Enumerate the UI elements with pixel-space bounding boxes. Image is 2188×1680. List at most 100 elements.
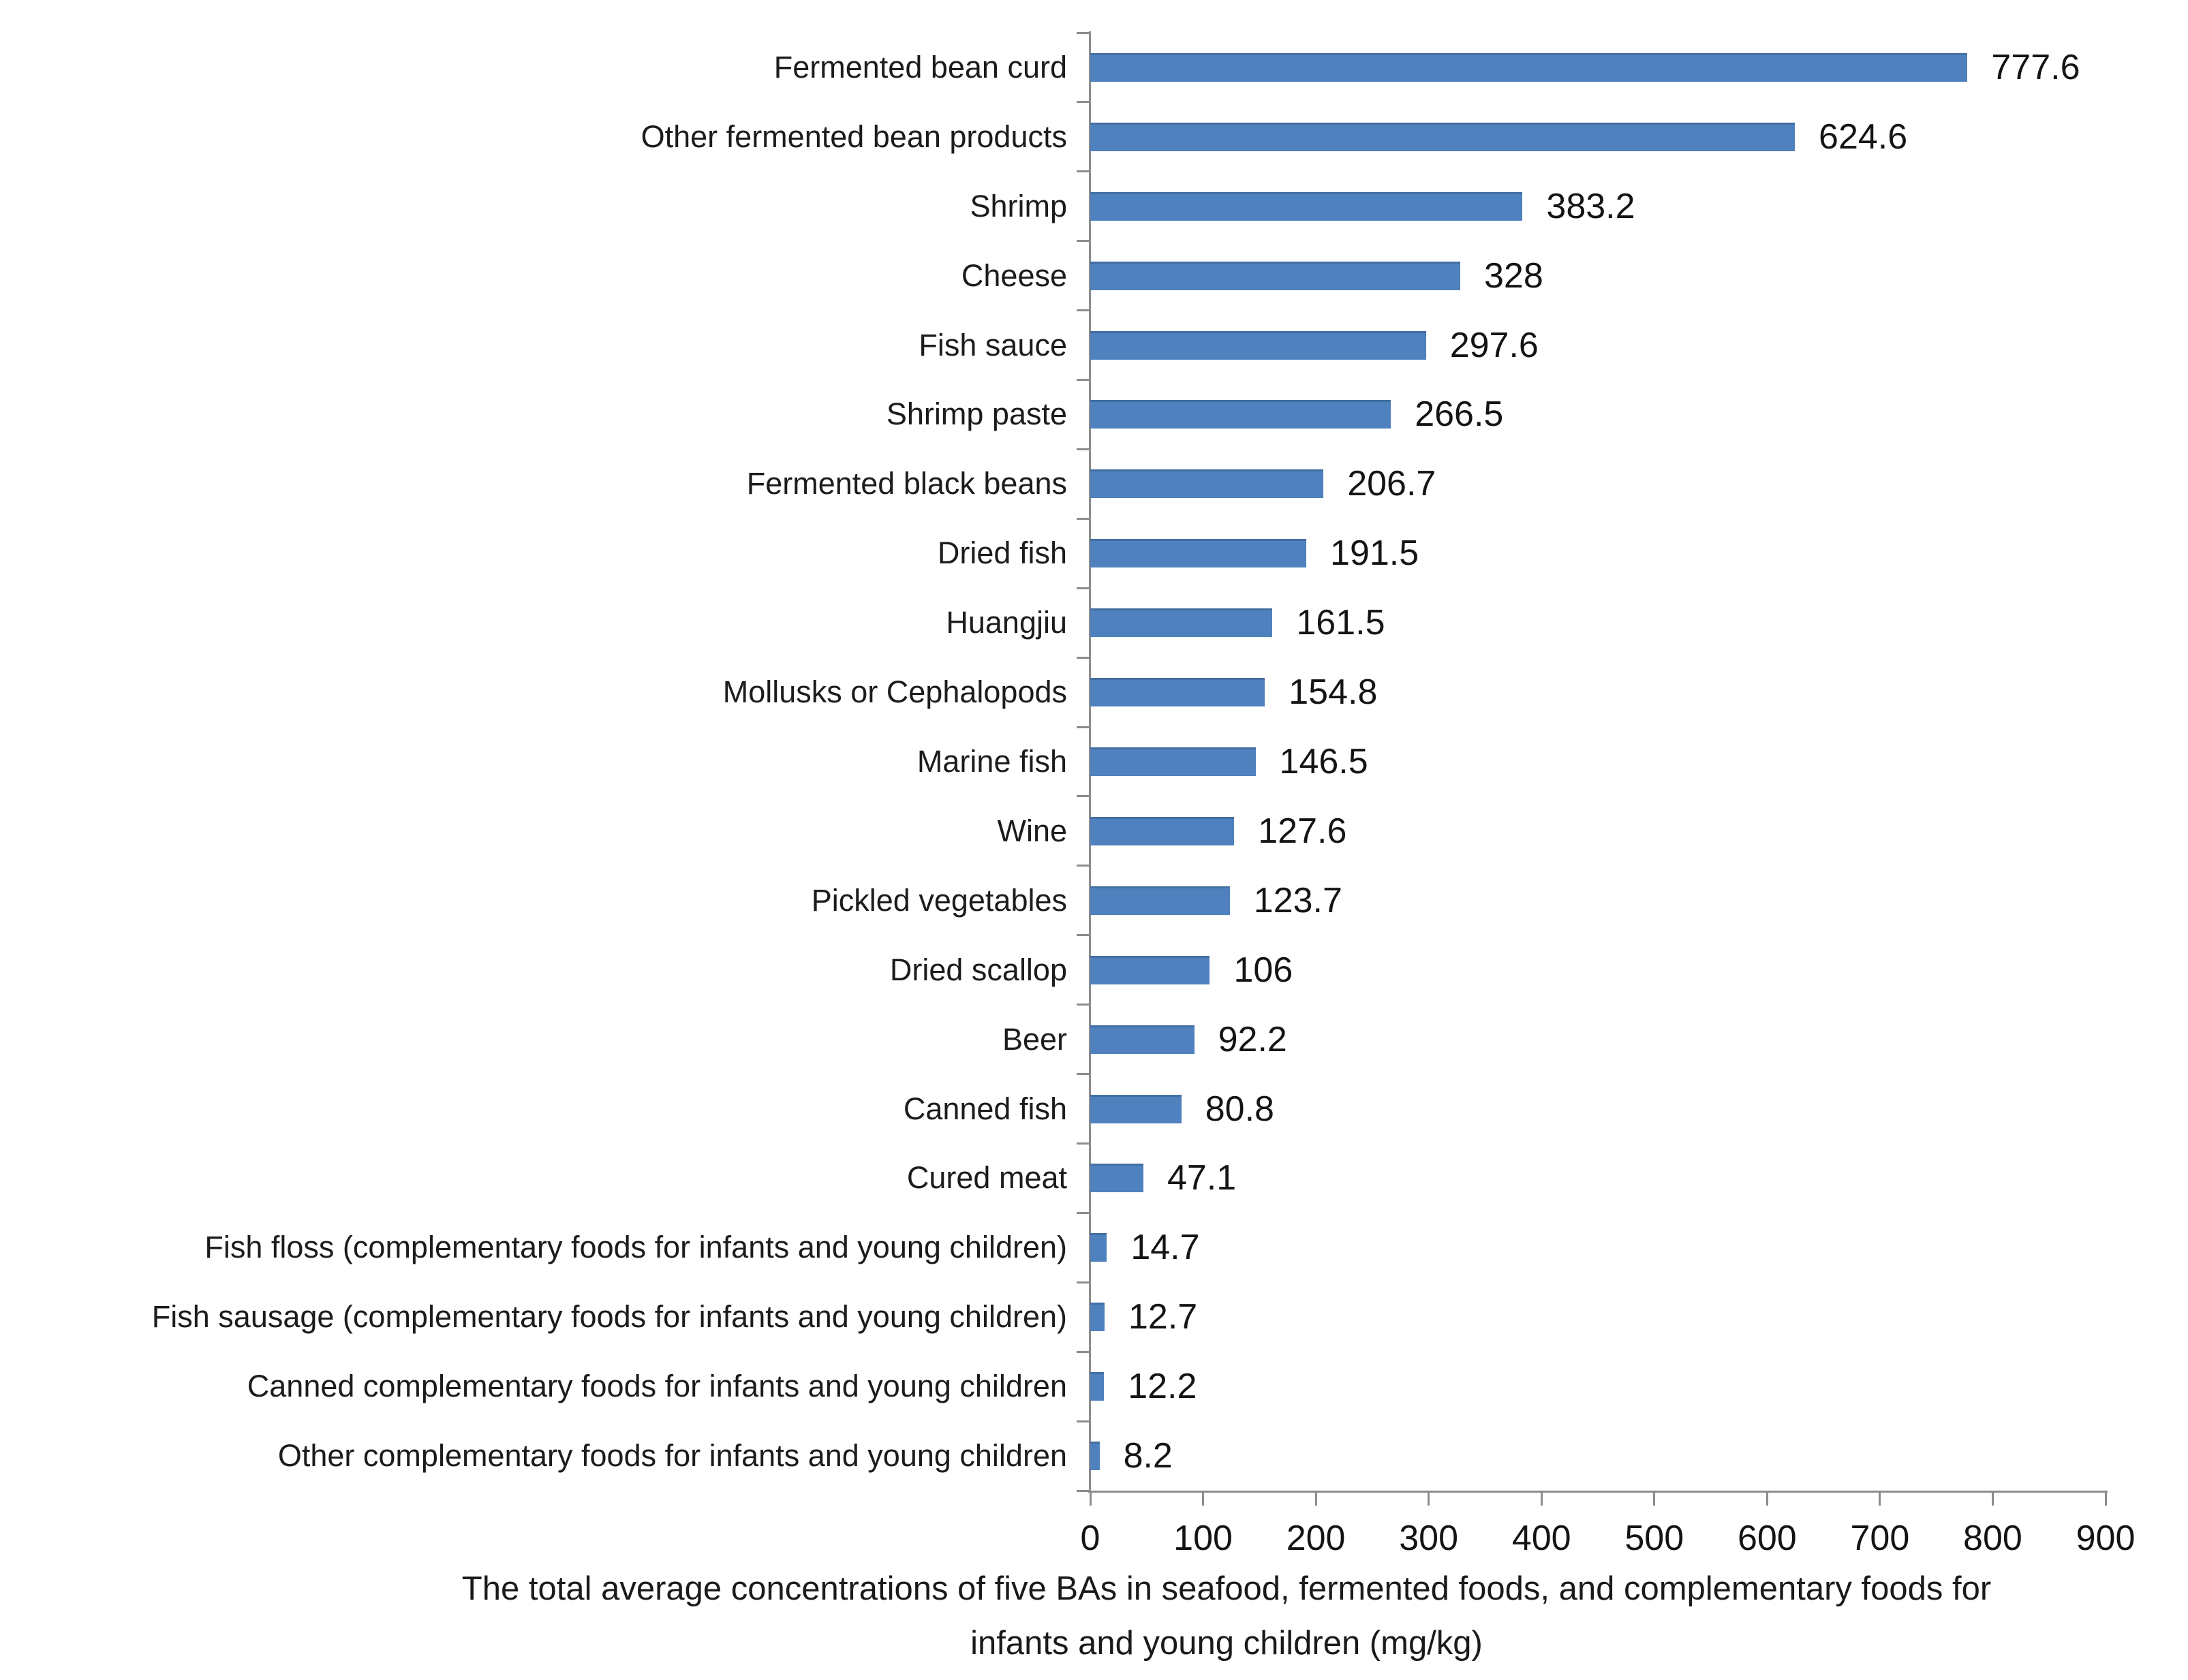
y-axis-tick <box>1077 1489 1090 1492</box>
value-label: 624.6 <box>1819 116 1908 157</box>
bar <box>1090 1164 1143 1193</box>
value-label: 92.2 <box>1218 1019 1287 1059</box>
bar <box>1090 122 1796 151</box>
value-label: 106 <box>1233 950 1293 990</box>
x-axis-tick <box>1991 1491 1994 1506</box>
category-label: Fish sauce <box>919 327 1067 362</box>
value-label: 80.8 <box>1205 1089 1274 1129</box>
value-label: 123.7 <box>1253 880 1342 920</box>
value-label: 191.5 <box>1330 533 1419 574</box>
x-axis-tick <box>2104 1491 2107 1506</box>
y-axis-tick <box>1077 31 1090 34</box>
category-label: Fish sausage (complementary foods for in… <box>151 1299 1067 1335</box>
y-axis-tick <box>1077 379 1090 382</box>
x-axis-line <box>1088 1491 2108 1493</box>
category-label: Pickled vegetables <box>811 882 1067 918</box>
y-axis-tick <box>1077 795 1090 798</box>
category-label: Huangjiu <box>946 605 1067 640</box>
x-axis-tick <box>1089 1491 1092 1506</box>
x-axis-tick <box>1766 1491 1768 1506</box>
category-label: Other complementary foods for infants an… <box>277 1438 1067 1474</box>
caption-line-2: infants and young children (mg/kg) <box>970 1625 1483 1662</box>
category-label: Marine fish <box>916 743 1067 779</box>
category-label: Mollusks or Cephalopods <box>722 674 1067 710</box>
bar <box>1090 261 1461 290</box>
x-axis-tick-label: 900 <box>2076 1519 2136 1558</box>
x-axis-tick-label: 800 <box>1963 1519 2022 1558</box>
x-axis-tick-label: 500 <box>1624 1519 1684 1558</box>
value-label: 266.5 <box>1415 394 1504 435</box>
y-axis-tick <box>1077 240 1090 243</box>
category-label: Fermented black beans <box>746 466 1067 501</box>
value-label: 47.1 <box>1167 1158 1237 1198</box>
y-axis-tick <box>1077 309 1090 312</box>
bar <box>1090 1025 1195 1054</box>
category-label: Dried fish <box>937 535 1067 571</box>
y-axis-tick <box>1077 726 1090 728</box>
x-axis-tick <box>1653 1491 1656 1506</box>
y-axis-tick <box>1077 517 1090 520</box>
bar <box>1090 886 1230 915</box>
x-axis-tick-label: 300 <box>1399 1519 1459 1558</box>
category-label: Dried scallop <box>889 952 1067 987</box>
chart-caption: The total average concentrations of five… <box>204 1561 2188 1670</box>
y-axis-tick <box>1077 1004 1090 1006</box>
bar <box>1090 400 1391 429</box>
y-axis-tick <box>1077 1281 1090 1284</box>
category-label: Fish floss (complementary foods for infa… <box>204 1230 1067 1265</box>
x-axis-tick-label: 200 <box>1286 1519 1346 1558</box>
bar <box>1090 469 1324 499</box>
bar <box>1090 191 1523 221</box>
value-label: 297.6 <box>1449 325 1539 365</box>
y-axis-tick <box>1077 1211 1090 1214</box>
category-label: Shrimp <box>970 188 1067 223</box>
bar <box>1090 539 1307 568</box>
x-axis-tick <box>1540 1491 1543 1506</box>
x-axis-tick <box>1202 1491 1205 1506</box>
value-label: 8.2 <box>1123 1436 1173 1476</box>
y-axis-tick <box>1077 934 1090 937</box>
caption-line-1: The total average concentrations of five… <box>461 1570 1992 1607</box>
x-axis-tick <box>1314 1491 1317 1506</box>
x-axis-tick-label: 400 <box>1511 1519 1571 1558</box>
bar <box>1090 678 1265 707</box>
category-label: Cured meat <box>906 1160 1067 1196</box>
value-label: 328 <box>1484 255 1543 296</box>
value-label: 127.6 <box>1258 811 1347 851</box>
category-label: Other fermented bean products <box>641 119 1067 154</box>
value-label: 14.7 <box>1130 1228 1200 1268</box>
x-axis-tick-label: 0 <box>1080 1519 1100 1558</box>
value-label: 146.5 <box>1279 741 1368 781</box>
y-axis-tick <box>1077 101 1090 104</box>
category-label: Canned fish <box>903 1091 1067 1126</box>
y-axis-tick <box>1077 1420 1090 1422</box>
bar <box>1090 330 1426 360</box>
value-label: 161.5 <box>1296 603 1385 643</box>
bar <box>1090 1303 1105 1332</box>
value-label: 206.7 <box>1347 464 1436 504</box>
value-label: 383.2 <box>1546 186 1635 226</box>
value-label: 12.2 <box>1128 1367 1197 1407</box>
x-axis-tick <box>1428 1491 1430 1506</box>
y-axis-tick <box>1077 1350 1090 1353</box>
category-label: Shrimp paste <box>886 396 1067 432</box>
y-axis-tick <box>1077 1142 1090 1145</box>
x-axis-tick-label: 100 <box>1173 1519 1233 1558</box>
bar <box>1090 1372 1105 1401</box>
category-label: Beer <box>1002 1021 1067 1057</box>
bar <box>1090 1094 1182 1123</box>
bar <box>1090 1442 1100 1471</box>
bar <box>1090 955 1210 984</box>
y-axis-tick <box>1077 587 1090 589</box>
category-label: Cheese <box>961 258 1067 293</box>
value-label: 12.7 <box>1128 1297 1198 1337</box>
y-axis-tick <box>1077 448 1090 450</box>
y-axis-tick <box>1077 170 1090 173</box>
x-axis-tick-label: 600 <box>1737 1519 1797 1558</box>
bar <box>1090 52 1968 82</box>
y-axis-tick <box>1077 865 1090 867</box>
category-label: Canned complementary foods for infants a… <box>247 1369 1067 1404</box>
category-label: Wine <box>997 813 1067 848</box>
